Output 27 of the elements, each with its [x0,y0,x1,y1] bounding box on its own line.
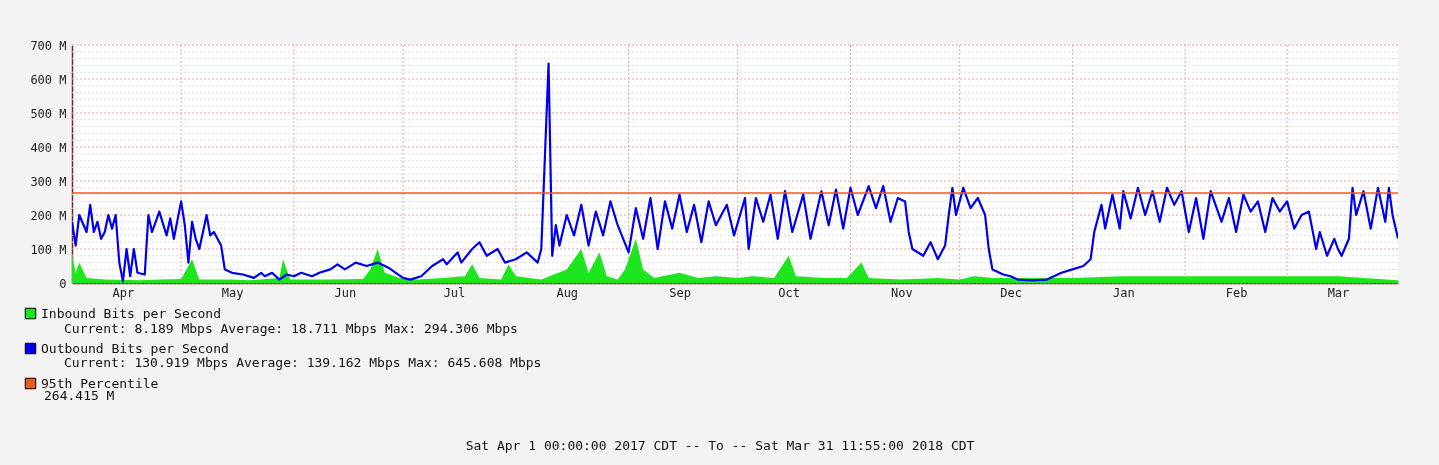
x-tick-label: Aug [556,285,579,300]
x-tick-label: Oct [778,285,801,300]
y-tick-label: 300 M [30,174,67,189]
y-tick-label: 0 [59,276,67,291]
y-tick-label: 100 M [30,242,67,257]
text: Sat Apr 1 00:00:00 2017 CDT -- To -- Sat Mar 31 11:55:00 2018 CDT [465,438,975,453]
y-tick-label: 200 M [30,208,67,223]
y-tick-label: 400 M [30,140,67,155]
text: 264.415 M [44,388,115,403]
x-tick-label: Mar [1327,285,1350,300]
legend-label: Inbound Bits per Second [41,305,222,321]
x-tick-label: Jan [1113,285,1135,300]
x-tick-label: Jun [334,285,357,300]
text: Current: 8.189 Mbps Average: 18.711 Mbps Max: 294.306 Mbps [64,321,518,336]
legend-label: 95th Percentile [41,375,159,391]
x-tick-label: Jul [443,285,466,300]
x-tick-label: Feb [1225,285,1248,300]
y-tick-label: 500 M [30,106,67,121]
x-tick-label: May [221,285,244,300]
x-tick-label: Nov [891,285,913,300]
y-tick-label: 700 M [30,38,67,53]
legend-label: Outbound Bits per Second [41,340,229,356]
x-tick-label: Sep [669,285,691,300]
x-tick-label: Dec [1000,285,1022,300]
y-tick-label: 600 M [30,72,67,87]
x-tick-label: Apr [112,285,135,300]
text: Current: 130.919 Mbps Average: 139.162 Mbps Max: 645.608 Mbps [64,355,542,370]
